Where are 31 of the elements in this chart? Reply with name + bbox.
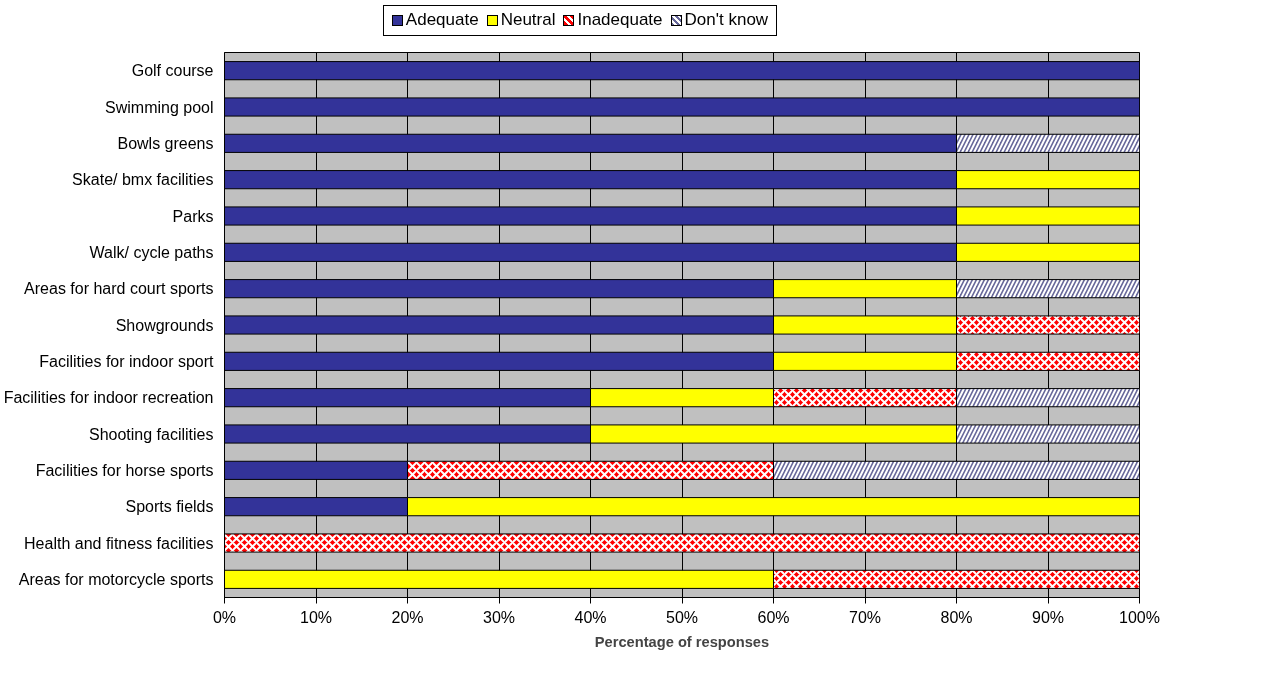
x-tick-label: 0% <box>212 608 237 626</box>
y-tick-label: Facilities for indoor sport <box>39 352 215 370</box>
x-tick-label: 90% <box>1031 608 1065 626</box>
legend-label: Neutral <box>499 9 556 31</box>
y-tick-label: Areas for hard court sports <box>24 280 214 298</box>
x-tick-label: 30% <box>482 608 516 626</box>
y-tick-label: Showgrounds <box>115 316 214 334</box>
x-tick-label: 10% <box>299 608 333 626</box>
legend-label: Inadequate <box>576 9 663 31</box>
x-axis-title: Percentage of responses <box>594 633 770 650</box>
y-tick-label: Health and fitness facilities <box>24 534 214 552</box>
y-tick-label: Sports fields <box>125 498 214 516</box>
x-tick-label: 40% <box>574 608 607 626</box>
y-tick-label: Bowls greens <box>117 134 214 152</box>
legend-label: Adequate <box>404 9 479 31</box>
y-tick-label: Facilities for horse sports <box>35 461 214 479</box>
x-tick-label: 70% <box>848 608 882 626</box>
y-tick-label: Golf course <box>131 62 214 80</box>
y-tick-label: Areas for motorcycle sports <box>18 570 214 588</box>
y-tick-label: Walk/ cycle paths <box>89 243 214 261</box>
y-tick-label: Facilities for indoor recreation <box>3 389 214 407</box>
y-tick-label: Shooting facilities <box>88 425 214 443</box>
y-tick-label: Parks <box>172 207 214 225</box>
legend-label: Don't know <box>683 9 769 31</box>
x-tick-label: 80% <box>940 608 973 626</box>
y-tick-label: Skate/ bmx facilities <box>72 171 214 189</box>
x-tick-label: 100% <box>1119 608 1160 626</box>
x-tick-label: 20% <box>391 608 424 626</box>
x-tick-label: 50% <box>665 608 699 626</box>
y-tick-label: Swimming pool <box>105 98 214 116</box>
x-tick-label: 60% <box>757 608 790 626</box>
